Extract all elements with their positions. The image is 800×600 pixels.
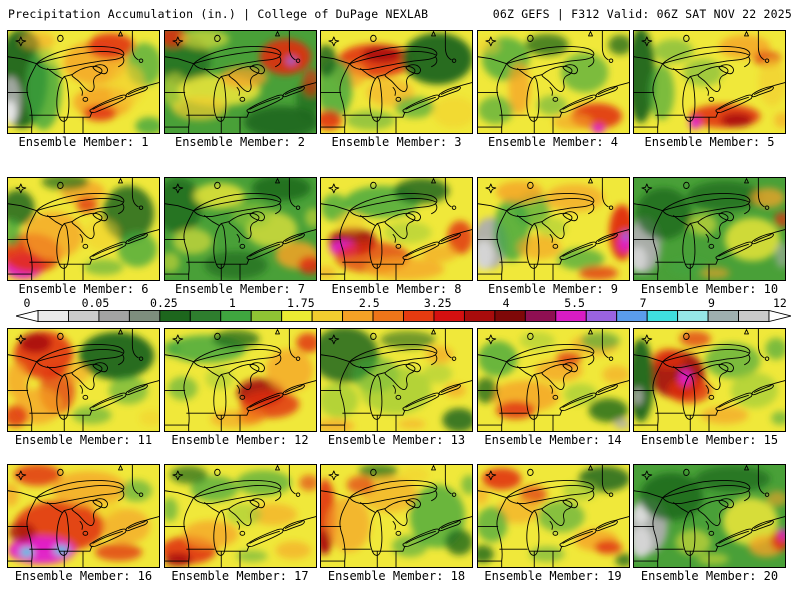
ensemble-member-label: Ensemble Member: 3 bbox=[331, 135, 462, 149]
precip-map[interactable] bbox=[7, 328, 160, 432]
ensemble-member-label: Ensemble Member: 17 bbox=[171, 569, 309, 583]
precip-map[interactable] bbox=[320, 328, 473, 432]
ensemble-member-label: Ensemble Member: 7 bbox=[174, 282, 306, 296]
colorbar-tick-label: 1.75 bbox=[286, 296, 315, 310]
colorbar-tick-label: 3.25 bbox=[423, 296, 452, 310]
colorbar-tick-label: 12 bbox=[773, 296, 787, 310]
ensemble-member-label: Ensemble Member: 14 bbox=[484, 433, 622, 447]
precip-map[interactable] bbox=[163, 177, 317, 281]
ensemble-member-label: Ensemble Member: 19 bbox=[484, 569, 622, 583]
ensemble-member-label: Ensemble Member: 20 bbox=[640, 569, 779, 583]
colorbar-section: 0 0.05 0.25 1 1.75 2.5 3.25 4 5.5 7 9 12 bbox=[0, 297, 800, 328]
ensemble-panel: Ensemble Member: 7 bbox=[163, 177, 317, 296]
precip-map[interactable] bbox=[476, 464, 630, 568]
colorbar-left-arrow bbox=[16, 310, 39, 322]
ensemble-panel: Ensemble Member: 16 bbox=[7, 464, 160, 583]
precip-map[interactable] bbox=[476, 30, 630, 134]
header-bar: Precipitation Accumulation (in.) | Colle… bbox=[0, 0, 800, 21]
precip-map[interactable] bbox=[163, 464, 317, 568]
ensemble-member-label: Ensemble Member: 10 bbox=[640, 282, 779, 296]
ensemble-panel: Ensemble Member: 17 bbox=[163, 464, 317, 583]
colorbar-right-arrow bbox=[768, 310, 791, 322]
precip-map[interactable] bbox=[633, 328, 786, 432]
colorbar-tick-label: 0.25 bbox=[150, 296, 178, 310]
ensemble-panel: Ensemble Member: 1 bbox=[7, 30, 160, 149]
precip-map[interactable] bbox=[320, 464, 473, 568]
ensemble-member-label: Ensemble Member: 4 bbox=[487, 135, 619, 149]
precip-map[interactable] bbox=[320, 177, 473, 281]
colorbar-tick-label: 7 bbox=[639, 296, 647, 310]
ensemble-panel: Ensemble Member: 13 bbox=[320, 328, 473, 447]
panel-row: Ensemble Member: 11 Ensemble Member: 12 … bbox=[7, 328, 800, 447]
ensemble-panel: Ensemble Member: 14 bbox=[476, 328, 630, 447]
ensemble-panel: Ensemble Member: 9 bbox=[476, 177, 630, 296]
colorbar-tick-label: 9 bbox=[708, 296, 715, 310]
colorbar-tick-label: 0.05 bbox=[81, 296, 110, 310]
ensemble-member-label: Ensemble Member: 11 bbox=[14, 433, 153, 447]
colorbar-tick-label: 1 bbox=[228, 296, 236, 310]
colorbar-tick-label: 2.5 bbox=[358, 296, 380, 310]
colorbar-ticks: 0 0.05 0.25 1 1.75 2.5 3.25 4 5.5 7 9 12 bbox=[16, 297, 791, 310]
ensemble-panel: Ensemble Member: 20 bbox=[633, 464, 786, 583]
colorbar-tick-label: 5.5 bbox=[564, 296, 585, 310]
ensemble-panel: Ensemble Member: 18 bbox=[320, 464, 473, 583]
colorbar-tick-label: 4 bbox=[502, 296, 510, 310]
ensemble-panel: Ensemble Member: 8 bbox=[320, 177, 473, 296]
ensemble-member-label: Ensemble Member: 6 bbox=[18, 282, 149, 296]
precip-map[interactable] bbox=[7, 177, 160, 281]
ensemble-panel: Ensemble Member: 19 bbox=[476, 464, 630, 583]
ensemble-member-label: Ensemble Member: 1 bbox=[18, 135, 149, 149]
ensemble-panel: Ensemble Member: 12 bbox=[163, 328, 317, 447]
ensemble-panel: Ensemble Member: 11 bbox=[7, 328, 160, 447]
ensemble-member-label: Ensemble Member: 2 bbox=[174, 135, 306, 149]
panel-row: Ensemble Member: 6 Ensemble Member: 7 En… bbox=[7, 177, 800, 296]
colorbar-bar bbox=[16, 310, 791, 322]
ensemble-member-label: Ensemble Member: 15 bbox=[640, 433, 779, 447]
precip-map[interactable] bbox=[320, 30, 473, 134]
panel-row: Ensemble Member: 16 Ensemble Member: 17 … bbox=[7, 464, 800, 583]
ensemble-panel: Ensemble Member: 4 bbox=[476, 30, 630, 149]
ensemble-member-label: Ensemble Member: 12 bbox=[171, 433, 309, 447]
precip-map[interactable] bbox=[633, 464, 786, 568]
precip-map[interactable] bbox=[7, 30, 160, 134]
ensemble-member-label: Ensemble Member: 13 bbox=[327, 433, 466, 447]
page-title: Precipitation Accumulation (in.) | Colle… bbox=[8, 7, 429, 21]
ensemble-panel: Ensemble Member: 6 bbox=[7, 177, 160, 296]
panel-grid: Ensemble Member: 1 Ensemble Member: 2 En… bbox=[0, 30, 800, 583]
ensemble-panel: Ensemble Member: 15 bbox=[633, 328, 786, 447]
ensemble-panel: Ensemble Member: 2 bbox=[163, 30, 317, 149]
precip-map[interactable] bbox=[633, 177, 786, 281]
precip-map[interactable] bbox=[633, 30, 786, 134]
precip-map[interactable] bbox=[163, 30, 317, 134]
panel-row: Ensemble Member: 1 Ensemble Member: 2 En… bbox=[7, 30, 800, 149]
ensemble-member-label: Ensemble Member: 16 bbox=[14, 569, 153, 583]
precip-map[interactable] bbox=[476, 328, 630, 432]
ensemble-member-label: Ensemble Member: 8 bbox=[331, 282, 462, 296]
ensemble-panel: Ensemble Member: 10 bbox=[633, 177, 786, 296]
run-validity-label: 06Z GEFS | F312 Valid: 06Z SAT NOV 22 20… bbox=[492, 7, 792, 21]
ensemble-member-label: Ensemble Member: 9 bbox=[487, 282, 619, 296]
colorbar: 0 0.05 0.25 1 1.75 2.5 3.25 4 5.5 7 9 12 bbox=[16, 297, 791, 322]
ensemble-panel: Ensemble Member: 5 bbox=[633, 30, 786, 149]
precip-map[interactable] bbox=[163, 328, 317, 432]
precip-map[interactable] bbox=[7, 464, 160, 568]
ensemble-member-label: Ensemble Member: 5 bbox=[644, 135, 775, 149]
colorbar-tick-label: 0 bbox=[23, 296, 31, 310]
ensemble-member-label: Ensemble Member: 18 bbox=[327, 569, 466, 583]
ensemble-panel: Ensemble Member: 3 bbox=[320, 30, 473, 149]
precip-map[interactable] bbox=[476, 177, 630, 281]
